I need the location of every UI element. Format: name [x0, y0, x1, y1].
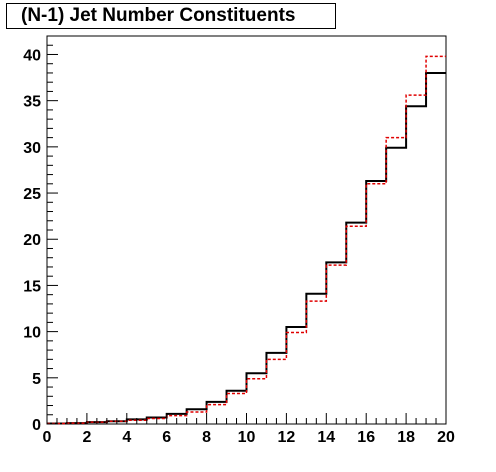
series-group [47, 55, 446, 425]
x-tick-label: 14 [317, 429, 335, 446]
x-tick-label: 20 [437, 429, 455, 446]
x-tick-label: 6 [162, 429, 171, 446]
x-tick-label: 4 [122, 429, 131, 446]
x-tick-label: 12 [278, 429, 296, 446]
plot-area-border [46, 35, 447, 425]
y-tick-label: 5 [32, 371, 41, 388]
y-tick-label: 25 [23, 186, 41, 203]
chart-title: (N-1) Jet Number Constituents [6, 3, 336, 29]
series-line-0 [47, 71, 446, 425]
axes-group: 0 2 4 6 8 10 12 14 16 18 20 0 5 10 15 20 25 30 35 40 [23, 35, 455, 446]
y-tick-label: 35 [23, 94, 41, 111]
y-tick-label: 0 [32, 417, 41, 434]
y-tick-label: 40 [23, 47, 41, 64]
plot-frame [46, 35, 447, 425]
y-tick-label: 10 [23, 325, 41, 342]
x-tick-label: 8 [202, 429, 211, 446]
y-tick-label: 15 [23, 278, 41, 295]
x-tick-label: 2 [82, 429, 91, 446]
y-tick-label: 30 [23, 140, 41, 157]
x-tick-label: 10 [238, 429, 256, 446]
x-tick-label: 16 [357, 429, 375, 446]
y-tick-label: 20 [23, 232, 41, 249]
x-tick-label: 0 [43, 429, 52, 446]
x-tick-label: 18 [397, 429, 415, 446]
series-line-1 [47, 55, 446, 425]
